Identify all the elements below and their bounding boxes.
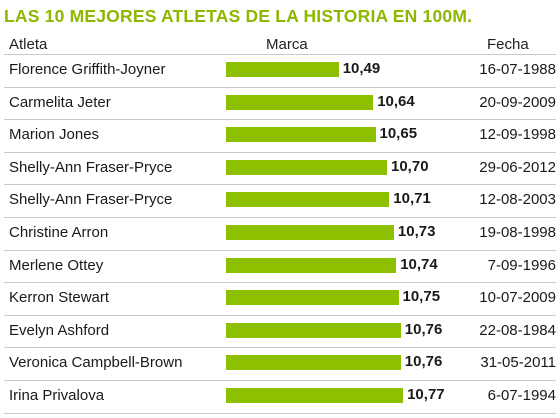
bar bbox=[226, 257, 397, 273]
athlete-name: Irina Privalova bbox=[9, 387, 105, 404]
bar bbox=[226, 355, 401, 371]
athlete-name: Marion Jones bbox=[9, 126, 100, 144]
row-separator bbox=[4, 282, 556, 284]
athlete-name: Evelyn Ashford bbox=[9, 321, 110, 339]
row-separator bbox=[4, 151, 556, 153]
record-date: 10-07-2009 bbox=[479, 289, 556, 307]
table-row: Irina Privalova 10,77 6-07-1994 bbox=[0, 380, 560, 412]
record-date: 12-09-1998 bbox=[479, 126, 556, 144]
athlete-name: Veronica Campbell-Brown bbox=[9, 354, 183, 372]
bar bbox=[226, 290, 399, 306]
athlete-name: Carmelita Jeter bbox=[9, 93, 111, 111]
bar-value-label: 10,70 bbox=[391, 157, 429, 175]
bar-value-label: 10,76 bbox=[404, 320, 443, 338]
column-header-mark: Marca bbox=[266, 36, 308, 53]
table-row: Florence Griffith-Joyner 10,49 16-07-1988 bbox=[0, 54, 560, 86]
bar-value-label: 10,74 bbox=[400, 255, 438, 273]
row-separator bbox=[4, 249, 556, 251]
athlete-name: Florence Griffith-Joyner bbox=[9, 61, 166, 78]
bar bbox=[226, 62, 339, 77]
bar bbox=[226, 322, 401, 338]
record-date: 19-08-1998 bbox=[479, 224, 556, 241]
bar-value-label: 10,64 bbox=[377, 92, 415, 110]
table-row: Shelly-Ann Fraser-Pryce 10,71 12-08-2003 bbox=[0, 184, 560, 216]
bar-value-label: 10,75 bbox=[402, 288, 441, 306]
record-date: 22-08-1984 bbox=[479, 321, 556, 339]
bar bbox=[226, 388, 404, 403]
row-separator bbox=[4, 380, 556, 381]
bar-value-label: 10,76 bbox=[404, 353, 443, 371]
record-date: 31-05-2011 bbox=[480, 354, 556, 372]
column-header-date: Fecha bbox=[487, 36, 529, 53]
chart-title: LAS 10 MEJORES ATLETAS DE LA HISTORIA EN… bbox=[4, 6, 473, 26]
athlete-name: Shelly-Ann Fraser-Pryce bbox=[9, 158, 173, 176]
record-date: 12-08-2003 bbox=[479, 191, 556, 209]
bar-value-label: 10,65 bbox=[379, 125, 418, 143]
table-row: Evelyn Ashford 10,76 22-08-1984 bbox=[0, 314, 560, 347]
row-separator bbox=[4, 119, 556, 121]
table-row: Kerron Stewart 10,75 10-07-2009 bbox=[0, 282, 560, 314]
bar-value-label: 10,49 bbox=[342, 60, 381, 77]
bar bbox=[226, 127, 376, 143]
row-separator bbox=[4, 184, 556, 186]
bar-value-label: 10,71 bbox=[393, 190, 431, 208]
athlete-name: Merlene Ottey bbox=[9, 256, 104, 274]
column-header-athlete: Atleta bbox=[9, 36, 48, 53]
table-row: Christine Arron 10,73 19-08-1998 bbox=[0, 217, 560, 249]
record-date: 6-07-1994 bbox=[487, 387, 556, 404]
record-date: 29-06-2012 bbox=[479, 158, 556, 176]
bar bbox=[226, 225, 394, 240]
athlete-name: Christine Arron bbox=[9, 224, 109, 241]
row-separator bbox=[4, 412, 556, 414]
table-row: Carmelita Jeter 10,64 20-09-2009 bbox=[0, 86, 560, 119]
athlete-name: Kerron Stewart bbox=[9, 289, 110, 307]
bar bbox=[226, 94, 374, 110]
bar-value-label: 10,73 bbox=[397, 223, 436, 240]
table-row: Marion Jones 10,65 12-09-1998 bbox=[0, 119, 560, 151]
record-date: 7-09-1996 bbox=[487, 256, 556, 274]
record-date: 16-07-1988 bbox=[479, 61, 556, 78]
athlete-name: Shelly-Ann Fraser-Pryce bbox=[9, 191, 173, 209]
table-row: Veronica Campbell-Brown 10,76 31-05-2011 bbox=[0, 347, 560, 379]
table-row: Shelly-Ann Fraser-Pryce 10,70 29-06-2012 bbox=[0, 151, 560, 184]
record-date: 20-09-2009 bbox=[479, 93, 556, 111]
row-separator bbox=[4, 86, 556, 88]
bar bbox=[226, 159, 387, 175]
row-separator bbox=[4, 54, 556, 55]
bar-value-label: 10,77 bbox=[407, 386, 445, 403]
table-row: Merlene Ottey 10,74 7-09-1996 bbox=[0, 249, 560, 282]
bar bbox=[226, 192, 390, 208]
row-separator bbox=[4, 347, 556, 349]
row-separator bbox=[4, 314, 556, 316]
row-separator bbox=[4, 217, 556, 218]
